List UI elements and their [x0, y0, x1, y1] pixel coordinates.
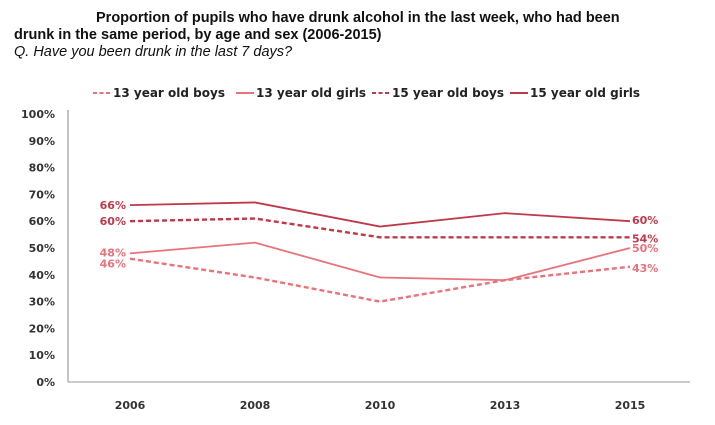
data-label-last: 50%	[632, 242, 658, 255]
data-label-first: 66%	[100, 199, 126, 212]
data-label-first: 60%	[100, 215, 126, 228]
data-label-first: 46%	[100, 258, 126, 271]
x-axis: 2006 2008 2010 2013 2015	[68, 381, 690, 412]
chart-title-block: Proportion of pupils who have drunk alco…	[14, 10, 704, 61]
y-tick-label: 30%	[29, 296, 55, 309]
legend-label: 15 year old boys	[392, 86, 504, 100]
y-tick-label: 0%	[36, 376, 55, 389]
chart-subtitle: Q. Have you been drunk in the last 7 day…	[14, 44, 293, 60]
series-line	[129, 201, 631, 228]
y-tick-label: 10%	[29, 349, 55, 362]
legend-label: 13 year old girls	[256, 86, 366, 100]
data-label-first: 48%	[100, 246, 126, 259]
data-label-last: 54%	[632, 232, 658, 245]
series-line	[129, 241, 631, 282]
y-tick-label: 90%	[29, 135, 55, 148]
y-axis: 0% 10% 20% 30% 40% 50% 60% 70% 80% 90% 100%	[21, 108, 69, 389]
y-tick-label: 40%	[29, 269, 55, 282]
legend-item: 13 year old boys	[93, 86, 225, 100]
y-tick-label: 100%	[21, 108, 55, 121]
legend-label: 15 year old girls	[530, 86, 640, 100]
legend: 13 year old boys 13 year old girls 15 year…	[93, 86, 640, 100]
x-tick-label: 2015	[615, 399, 646, 412]
chart-title-line-1: Proportion of pupils who have drunk alco…	[96, 10, 620, 26]
series-line	[129, 257, 631, 303]
data-labels: 46% 43% 48% 50% 60% 54% 66% 60%	[100, 199, 659, 275]
x-tick-label: 2008	[240, 399, 271, 412]
x-tick-label: 2006	[115, 399, 146, 412]
legend-item: 15 year old girls	[510, 86, 640, 100]
y-tick-label: 70%	[29, 188, 55, 201]
data-label-last: 43%	[632, 262, 658, 275]
data-label-last: 60%	[632, 214, 658, 227]
x-tick-label: 2013	[490, 399, 521, 412]
legend-item: 15 year old boys	[372, 86, 504, 100]
y-tick-label: 20%	[29, 322, 55, 335]
legend-item: 13 year old girls	[236, 86, 366, 100]
y-tick-label: 80%	[29, 162, 55, 175]
legend-label: 13 year old boys	[113, 86, 225, 100]
y-tick-label: 60%	[29, 215, 55, 228]
y-tick-label: 50%	[29, 242, 55, 255]
series-lines	[129, 201, 631, 303]
chart-title-line-2: drunk in the same period, by age and sex…	[14, 27, 382, 43]
series-line	[129, 217, 630, 239]
x-tick-label: 2010	[365, 399, 396, 412]
